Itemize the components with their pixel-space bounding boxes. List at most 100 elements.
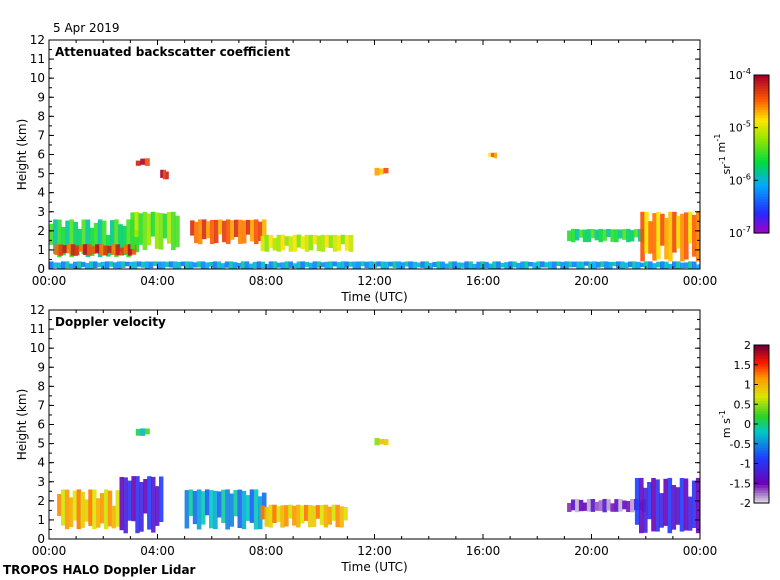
heatmap-cell xyxy=(184,490,190,529)
x-tick-label: 00:00 xyxy=(32,544,67,558)
heatmap-cell xyxy=(151,476,156,533)
heatmap-cell xyxy=(256,261,262,269)
colorbar-cell xyxy=(754,156,769,160)
heatmap-cell xyxy=(158,213,164,250)
heatmap-cell xyxy=(412,261,417,269)
heatmap-cell xyxy=(684,212,689,260)
heatmap-cell xyxy=(331,504,336,521)
heatmap-cell xyxy=(652,213,657,261)
heatmap-cell xyxy=(590,499,596,512)
colorbar-cell xyxy=(754,484,769,488)
heatmap-cell xyxy=(588,261,593,269)
colorbar-cell xyxy=(754,167,769,171)
colorbar-cell xyxy=(754,492,769,496)
heatmap-cell xyxy=(644,261,649,269)
heatmap-cell xyxy=(73,221,78,257)
heatmap-cell xyxy=(72,490,78,521)
heatmap-cell xyxy=(528,262,533,267)
y-tick-label: 6 xyxy=(37,148,45,162)
heatmap-cell xyxy=(135,476,140,534)
heatmap-cell xyxy=(159,476,164,522)
heatmap-cell xyxy=(300,236,306,249)
y-tick-label: 6 xyxy=(37,418,45,432)
colorbar-cell xyxy=(754,495,769,499)
heatmap-cell xyxy=(544,262,549,268)
heatmap-cell xyxy=(288,261,294,268)
heatmap-cell xyxy=(127,480,132,521)
heatmap-cell xyxy=(238,219,243,244)
colorbar-cell xyxy=(754,413,769,417)
heatmap-cell xyxy=(148,261,154,269)
heatmap-cell xyxy=(124,261,130,267)
heatmap-cell xyxy=(572,261,577,268)
colorbar-tick-label: 2 xyxy=(744,339,751,352)
colorbar-cell xyxy=(754,201,769,205)
heatmap-cell xyxy=(128,261,134,269)
colorbar-tick-label: -0.5 xyxy=(730,438,751,451)
heatmap-cell xyxy=(156,261,162,269)
heatmap-cell xyxy=(168,261,174,268)
heatmap-cell xyxy=(634,478,640,525)
heatmap-cell xyxy=(598,500,603,512)
colorbar-cell xyxy=(754,460,769,465)
colorbar-cell xyxy=(754,447,769,451)
heatmap-cell xyxy=(671,485,677,530)
heatmap-cell xyxy=(516,263,521,269)
heatmap-cell xyxy=(245,495,251,521)
heatmap-cell xyxy=(600,261,605,267)
heatmap-cell xyxy=(280,505,285,528)
heatmap-cell xyxy=(248,263,254,269)
heatmap-cell xyxy=(284,236,290,246)
colorbar-cell xyxy=(754,154,769,158)
heatmap-cell xyxy=(323,504,329,528)
heatmap-cell xyxy=(676,215,681,249)
colorbar-cell xyxy=(754,183,769,187)
heatmap-cell xyxy=(651,478,656,532)
heatmap-cell xyxy=(62,245,68,254)
heatmap-cell xyxy=(131,476,136,522)
heatmap-cell xyxy=(95,244,100,254)
heatmap-cell xyxy=(571,228,576,243)
heatmap-cell xyxy=(624,262,629,269)
heatmap-cell xyxy=(57,219,62,258)
colorbar-cell xyxy=(754,196,769,200)
heatmap-cell xyxy=(140,428,146,436)
heatmap-cell xyxy=(260,235,266,252)
heatmap-cell xyxy=(54,244,59,255)
heatmap-cell xyxy=(264,507,269,527)
heatmap-cell xyxy=(308,234,314,251)
x-tick-label: 04:00 xyxy=(140,274,175,288)
heatmap-cell xyxy=(97,219,103,258)
heatmap-cell xyxy=(154,212,160,249)
heatmap-cell xyxy=(234,219,239,237)
colorbar-cell xyxy=(754,458,769,462)
heatmap-cell xyxy=(108,261,114,267)
heatmap-cell xyxy=(122,225,127,255)
colorbar-cell xyxy=(754,481,769,486)
heatmap-cell xyxy=(634,229,639,238)
heatmap-cell xyxy=(586,229,592,243)
heatmap-cell xyxy=(192,491,198,525)
heatmap-cell xyxy=(612,261,617,267)
heatmap-cell xyxy=(112,262,118,269)
heatmap-cell xyxy=(77,228,83,251)
colorbar-tick-label: -2 xyxy=(740,497,751,510)
heatmap-cell xyxy=(78,244,84,252)
heatmap-cell xyxy=(695,477,701,534)
heatmap-cell xyxy=(76,489,81,530)
heatmap-cell xyxy=(228,261,234,269)
heatmap-cell xyxy=(500,262,505,268)
heatmap-cell xyxy=(66,244,72,254)
heatmap-cell xyxy=(218,219,223,235)
heatmap-cell xyxy=(136,261,142,267)
colorbar-cell xyxy=(754,209,769,213)
colorbar-cell xyxy=(754,148,769,152)
colorbar-tick-label: -1 xyxy=(740,458,751,471)
heatmap-cell xyxy=(249,489,255,523)
heatmap-cell xyxy=(598,228,603,243)
colorbar-cell xyxy=(754,487,769,491)
colorbar-cell xyxy=(754,466,769,470)
colorbar-cell xyxy=(754,159,769,163)
heatmap-cell xyxy=(578,229,584,238)
colorbar-cell xyxy=(754,180,769,184)
